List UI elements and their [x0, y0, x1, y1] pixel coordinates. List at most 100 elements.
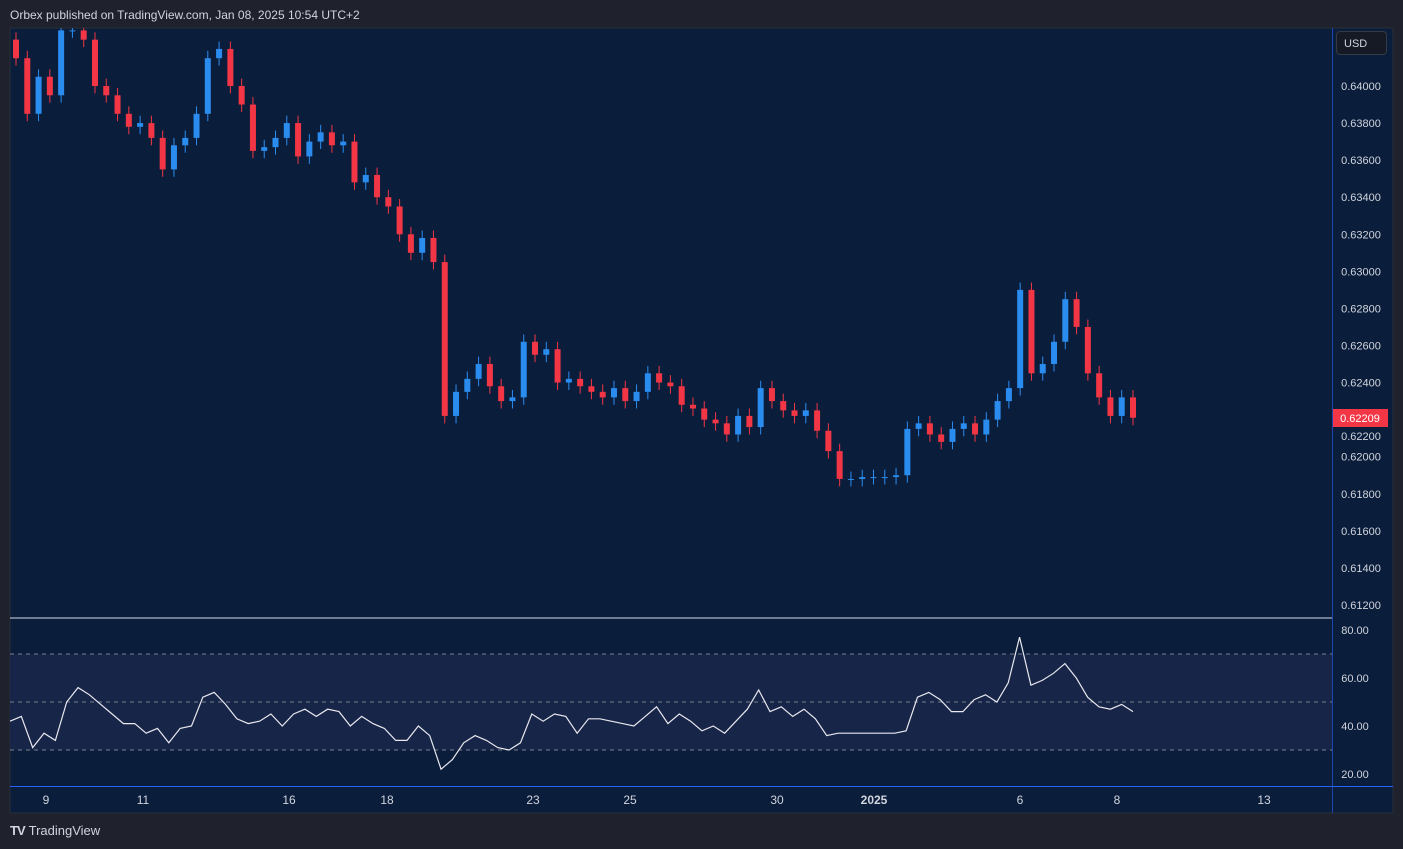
candle: [13, 32, 19, 66]
candle-body: [972, 423, 979, 435]
rsi-axis: 80.00 60.00 40.00 20.00: [1341, 625, 1369, 781]
candle: [24, 50, 31, 122]
candle-body: [328, 132, 335, 146]
publish-header: Orbex published on TradingView.com, Jan …: [10, 8, 360, 22]
candle-body: [667, 382, 674, 387]
candle: [114, 87, 121, 122]
candle: [91, 32, 98, 94]
logo-text: TradingView: [28, 823, 101, 838]
candle-body: [983, 419, 990, 435]
candle-body: [881, 477, 888, 479]
rsi-line: [9, 637, 1134, 771]
date-tick: 11: [137, 793, 150, 807]
candle: [1017, 282, 1024, 396]
candles: [13, 28, 1136, 487]
candle-body: [148, 123, 155, 138]
candle-body: [701, 408, 708, 420]
candle: [1107, 389, 1114, 424]
candle-body: [385, 197, 392, 207]
candle-body: [1062, 299, 1069, 342]
candle-body: [430, 237, 437, 263]
candle: [1039, 356, 1046, 381]
candle-body: [453, 391, 460, 416]
candle-body: [532, 341, 539, 355]
time-axis[interactable]: 9 11 16 18 23 25 30 2025 6 8 13: [43, 793, 1271, 807]
rsi-tick: 40.00: [1341, 721, 1369, 733]
price-tick: 0.61800: [1341, 489, 1381, 501]
tradingview-logo[interactable]: TV TradingView: [10, 823, 100, 838]
price-tick: 0.62800: [1341, 303, 1381, 315]
candle-body: [915, 423, 922, 429]
currency-button[interactable]: USD: [1336, 31, 1387, 55]
candle: [103, 78, 110, 103]
candle-body: [656, 373, 663, 383]
candle: [588, 378, 595, 400]
candle: [802, 402, 809, 424]
candle-body: [599, 391, 606, 398]
candle: [893, 467, 900, 485]
candle: [148, 115, 155, 146]
candle: [520, 334, 527, 405]
candle: [283, 115, 290, 146]
candle-body: [193, 113, 200, 138]
price-tick: 0.61200: [1341, 600, 1381, 612]
candle: [35, 69, 42, 122]
candle-body: [46, 76, 53, 96]
candle-body: [69, 30, 76, 32]
candle: [58, 28, 65, 103]
candle-body: [306, 141, 313, 157]
candle-body: [1051, 341, 1058, 365]
candle: [712, 412, 719, 431]
candle: [475, 356, 482, 387]
candle: [125, 106, 132, 135]
candle-body: [622, 388, 629, 402]
candle: [1073, 291, 1080, 335]
date-tick: 30: [770, 793, 784, 807]
candle: [735, 408, 742, 442]
price-tick: 0.62200: [1341, 431, 1381, 443]
candle: [1118, 389, 1125, 424]
candle: [656, 365, 663, 390]
candle-body: [802, 410, 809, 416]
candle-body: [464, 378, 471, 392]
date-tick: 9: [43, 793, 50, 807]
candle-body: [407, 234, 414, 253]
price-tick: 0.61400: [1341, 563, 1381, 575]
candle-body: [227, 48, 234, 86]
candle: [825, 423, 832, 459]
candle: [249, 97, 256, 159]
candle: [464, 371, 471, 400]
candle-body: [24, 58, 31, 114]
date-tick: 13: [1257, 793, 1271, 807]
candle: [565, 371, 572, 390]
candle-body: [859, 477, 866, 479]
candle: [599, 384, 606, 405]
candle: [509, 389, 516, 409]
date-tick: 23: [526, 793, 540, 807]
candle-body: [396, 206, 403, 235]
candle-body: [723, 423, 730, 435]
candle-body: [712, 419, 719, 424]
candle: [238, 78, 245, 112]
candle-body: [103, 86, 110, 96]
date-tick: 8: [1114, 793, 1121, 807]
candle: [486, 356, 493, 394]
candle: [80, 28, 87, 48]
candle: [633, 384, 640, 409]
price-axis[interactable]: 0.64000 0.63800 0.63600 0.63400 0.63200 0.630…: [1341, 81, 1381, 612]
candle-body: [520, 341, 527, 398]
candle-body: [735, 415, 742, 435]
candle-body: [644, 373, 651, 392]
candle-body: [949, 428, 956, 442]
candle: [182, 130, 189, 153]
candle-body: [216, 48, 223, 59]
candle: [644, 365, 651, 400]
candle-body: [1017, 289, 1024, 389]
candle-body: [1096, 373, 1103, 398]
candle: [362, 167, 369, 190]
candle: [46, 69, 53, 103]
price-tick: 0.63400: [1341, 192, 1381, 204]
candle-body: [362, 174, 369, 183]
candle: [204, 50, 211, 122]
